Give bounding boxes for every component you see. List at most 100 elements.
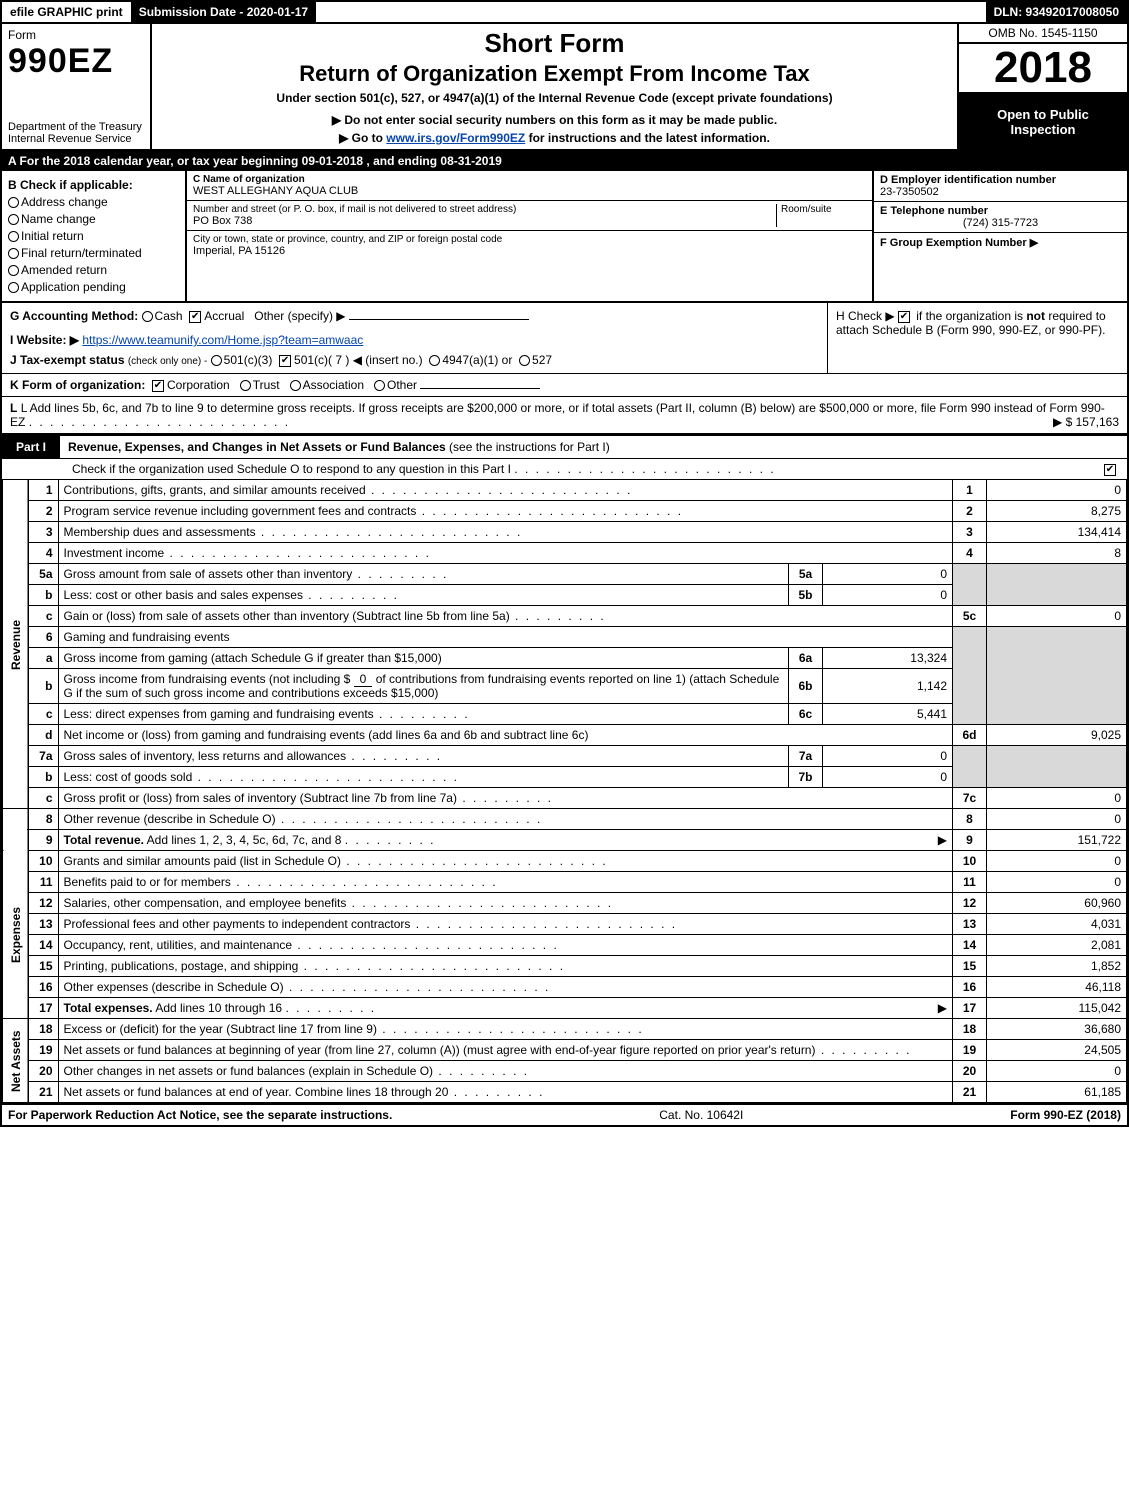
line-2: 2 Program service revenue including gove… <box>3 501 1127 522</box>
chk-application-pending[interactable]: Application pending <box>8 280 179 294</box>
box-g: G Accounting Method: Cash Accrual Other … <box>2 303 827 373</box>
ln-6b-num: b <box>28 669 58 704</box>
ln-5b-desc: Less: cost or other basis and sales expe… <box>64 588 399 602</box>
ln-16-code: 16 <box>953 977 987 998</box>
box-c-label: C Name of organization <box>193 174 866 185</box>
k-other-field[interactable] <box>420 388 540 389</box>
ln-11-num: 11 <box>28 872 58 893</box>
chk-application-pending-label: Application pending <box>21 280 126 294</box>
ln-5b-num: b <box>28 585 58 606</box>
box-b-title: B Check if applicable: <box>8 178 179 192</box>
main-title: Return of Organization Exempt From Incom… <box>160 61 949 87</box>
h-check[interactable] <box>898 311 910 323</box>
dept-label: Department of the Treasury <box>8 121 144 133</box>
j-501c-label: 501(c)( 7 ) ◀ (insert no.) <box>294 353 423 367</box>
ln-17-val: 115,042 <box>987 998 1127 1019</box>
j-527-label: 527 <box>532 353 552 367</box>
ln-14-desc: Occupancy, rent, utilities, and maintena… <box>64 938 559 952</box>
chk-address-change[interactable]: Address change <box>8 195 179 209</box>
ln-7b-subval: 0 <box>823 767 953 788</box>
period-text-a: A For the 2018 calendar year, or tax yea… <box>8 154 302 168</box>
ln-9-val: 151,722 <box>987 830 1127 851</box>
chk-address-change-label: Address change <box>21 195 108 209</box>
g-other-field[interactable] <box>349 319 529 320</box>
ln-18-code: 18 <box>953 1019 987 1040</box>
ln-3-num: 3 <box>28 522 58 543</box>
g-cash-radio[interactable] <box>142 311 153 322</box>
k-corp-check[interactable] <box>152 380 164 392</box>
ln-6b-amt: 0 <box>354 672 373 687</box>
chk-final-return[interactable]: Final return/terminated <box>8 246 179 260</box>
ln-7b-desc: Less: cost of goods sold <box>64 770 459 784</box>
revenue-side-ext2 <box>3 830 29 851</box>
header-right: OMB No. 1545-1150 2018 Open to Public In… <box>957 24 1127 149</box>
form-word: Form <box>8 28 144 42</box>
line-14: 14 Occupancy, rent, utilities, and maint… <box>3 935 1127 956</box>
box-def: D Employer identification number 23-7350… <box>872 171 1127 301</box>
period-end: 08-31-2019 <box>440 154 501 168</box>
ln-6c-subval: 5,441 <box>823 704 953 725</box>
ln-3-code: 3 <box>953 522 987 543</box>
j-527-radio[interactable] <box>519 355 530 366</box>
line-5c: c Gain or (loss) from sale of assets oth… <box>3 606 1127 627</box>
i-label: I Website: ▶ <box>10 333 79 347</box>
period-bar: A For the 2018 calendar year, or tax yea… <box>2 151 1127 171</box>
dln-label: DLN: 93492017008050 <box>986 2 1127 22</box>
ln-5a-num: 5a <box>28 564 58 585</box>
j-501c3-radio[interactable] <box>211 355 222 366</box>
ln-5a-subcode: 5a <box>789 564 823 585</box>
k-other-radio[interactable] <box>374 380 385 391</box>
inspection-line1: Open to Public <box>961 107 1125 122</box>
box-f-label: F Group Exemption Number ▶ <box>880 237 1038 249</box>
row-k: K Form of organization: Corporation Trus… <box>2 374 1127 397</box>
ln-10-num: 10 <box>28 851 58 872</box>
chk-initial-return-label: Initial return <box>21 229 84 243</box>
ln-16-desc: Other expenses (describe in Schedule O) <box>64 980 551 994</box>
l-amount: ▶ $ 157,163 <box>1053 415 1119 429</box>
ln-16-num: 16 <box>28 977 58 998</box>
k-corp-label: Corporation <box>167 378 230 392</box>
line-17: 17 Total expenses. Add lines 10 through … <box>3 998 1127 1019</box>
g-accrual-check[interactable] <box>189 311 201 323</box>
footer-mid: Cat. No. 10642I <box>659 1108 743 1122</box>
ln-7c-desc: Gross profit or (loss) from sales of inv… <box>64 791 554 805</box>
line-13: 13 Professional fees and other payments … <box>3 914 1127 935</box>
k-assoc-radio[interactable] <box>290 380 301 391</box>
g-label: G Accounting Method: <box>10 309 138 323</box>
line-10: Expenses 10 Grants and similar amounts p… <box>3 851 1127 872</box>
short-form-title: Short Form <box>160 28 949 59</box>
ln-7a-desc: Gross sales of inventory, less returns a… <box>64 749 443 763</box>
box-b: B Check if applicable: Address change Na… <box>2 171 187 301</box>
part1-badge: Part I <box>2 436 60 458</box>
ln-2-code: 2 <box>953 501 987 522</box>
h-text-a: H Check ▶ <box>836 309 898 323</box>
h-not: not <box>1026 309 1045 323</box>
part1-schedule-o-check[interactable] <box>1104 464 1116 476</box>
header-center: Short Form Return of Organization Exempt… <box>152 24 957 149</box>
j-4947-radio[interactable] <box>429 355 440 366</box>
ln-6d-desc: Net income or (loss) from gaming and fun… <box>58 725 953 746</box>
chk-initial-return[interactable]: Initial return <box>8 229 179 243</box>
chk-name-change-label: Name change <box>21 212 96 226</box>
ln-6c-num: c <box>28 704 58 725</box>
chk-amended-return[interactable]: Amended return <box>8 263 179 277</box>
warn-ssn: ▶ Do not enter social security numbers o… <box>160 113 949 127</box>
irs-link[interactable]: www.irs.gov/Form990EZ <box>386 131 525 145</box>
ln-14-val: 2,081 <box>987 935 1127 956</box>
line-7c: c Gross profit or (loss) from sales of i… <box>3 788 1127 809</box>
ln-5c-val: 0 <box>987 606 1127 627</box>
ln-7ab-shade-val <box>987 746 1127 788</box>
chk-name-change[interactable]: Name change <box>8 212 179 226</box>
header-left: Form 990EZ Department of the Treasury In… <box>2 24 152 149</box>
box-c: C Name of organization WEST ALLEGHANY AQ… <box>187 171 872 301</box>
ln-2-num: 2 <box>28 501 58 522</box>
j-501c-check[interactable] <box>279 355 291 367</box>
ln-1-code: 1 <box>953 480 987 501</box>
expenses-sidelabel: Expenses <box>3 851 29 1019</box>
website-link[interactable]: https://www.teamunify.com/Home.jsp?team=… <box>82 333 363 347</box>
k-trust-radio[interactable] <box>240 380 251 391</box>
ln-6b-subcode: 6b <box>789 669 823 704</box>
line-9: 9 Total revenue. Total revenue. Add line… <box>3 830 1127 851</box>
line-12: 12 Salaries, other compensation, and emp… <box>3 893 1127 914</box>
part1-title-note: (see the instructions for Part I) <box>449 440 610 454</box>
